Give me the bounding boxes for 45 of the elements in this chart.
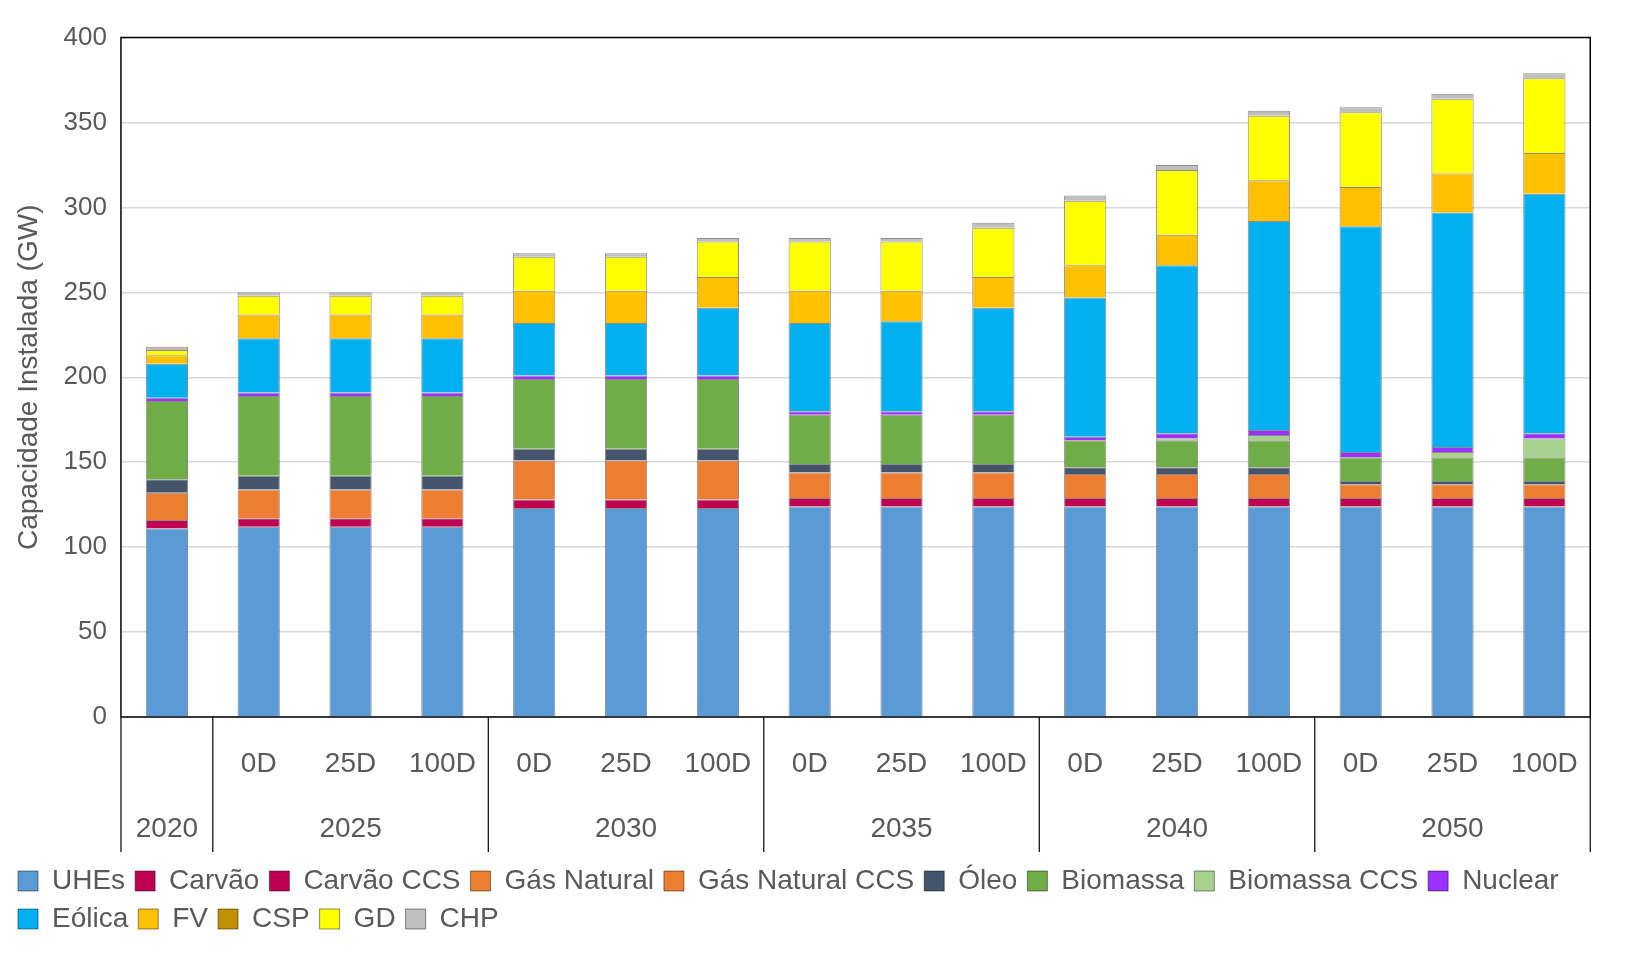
x-tick-label: 0D [516, 746, 553, 778]
legend-label: Óleo [958, 863, 1018, 895]
legend-label: FV [172, 901, 209, 933]
x-tick-label: 0D [791, 746, 828, 778]
legend-label: Gás Natural CCS [697, 863, 915, 895]
x-tick-label: 100D [1235, 746, 1303, 778]
legend-label: Eólica [52, 901, 129, 933]
text: 2050 [1421, 811, 1484, 843]
text: 2030 [594, 811, 658, 843]
y-tick-label: 350 [63, 105, 107, 136]
y-tick-label: 400 [63, 20, 107, 51]
x-tick-label: 100D [1510, 746, 1578, 778]
legend-label: Biomassa [1061, 863, 1185, 895]
x-tick-label: 0D [240, 746, 277, 778]
x-tick-label: 25D [600, 746, 652, 778]
y-tick-label: 300 [63, 190, 107, 221]
y-tick-label: 250 [63, 275, 107, 306]
x-tick-label: 25D [875, 746, 928, 778]
y-tick-label: 100 [63, 530, 107, 561]
legend-label: Nuclear [1462, 863, 1559, 895]
legend-label: UHEs [52, 863, 126, 895]
x-tick-label: 0D [1342, 746, 1379, 778]
legend-label: Carvão [169, 863, 260, 895]
x-tick-label: 100D [408, 746, 476, 778]
legend-label: GD [353, 901, 396, 933]
x-tick-label: 100D [959, 746, 1027, 778]
text: 2040 [1145, 811, 1209, 843]
x-tick-label: 25D [1426, 746, 1479, 778]
text: 2025 [319, 811, 382, 843]
y-tick-label: 150 [63, 445, 107, 476]
text: 2035 [870, 811, 933, 843]
legend-label: CSP [252, 901, 310, 933]
y-tick-label: 200 [63, 360, 107, 391]
x-tick-label: 25D [324, 746, 377, 778]
y-axis-title: Capacidade Instalada (GW) [11, 204, 43, 551]
legend-label: Gás Natural [504, 863, 654, 895]
x-tick-label: 100D [684, 746, 752, 778]
x-tick-label: 25D [1151, 746, 1203, 778]
y-tick-label: 0 [92, 700, 107, 731]
y-tick-label: 50 [78, 615, 107, 646]
legend-label: Biomassa CCS [1228, 863, 1419, 895]
legend-label: Carvão CCS [303, 863, 461, 895]
x-tick-label: 0D [1067, 746, 1104, 778]
text: 2020 [135, 811, 199, 843]
legend-label: CHP [439, 901, 499, 933]
